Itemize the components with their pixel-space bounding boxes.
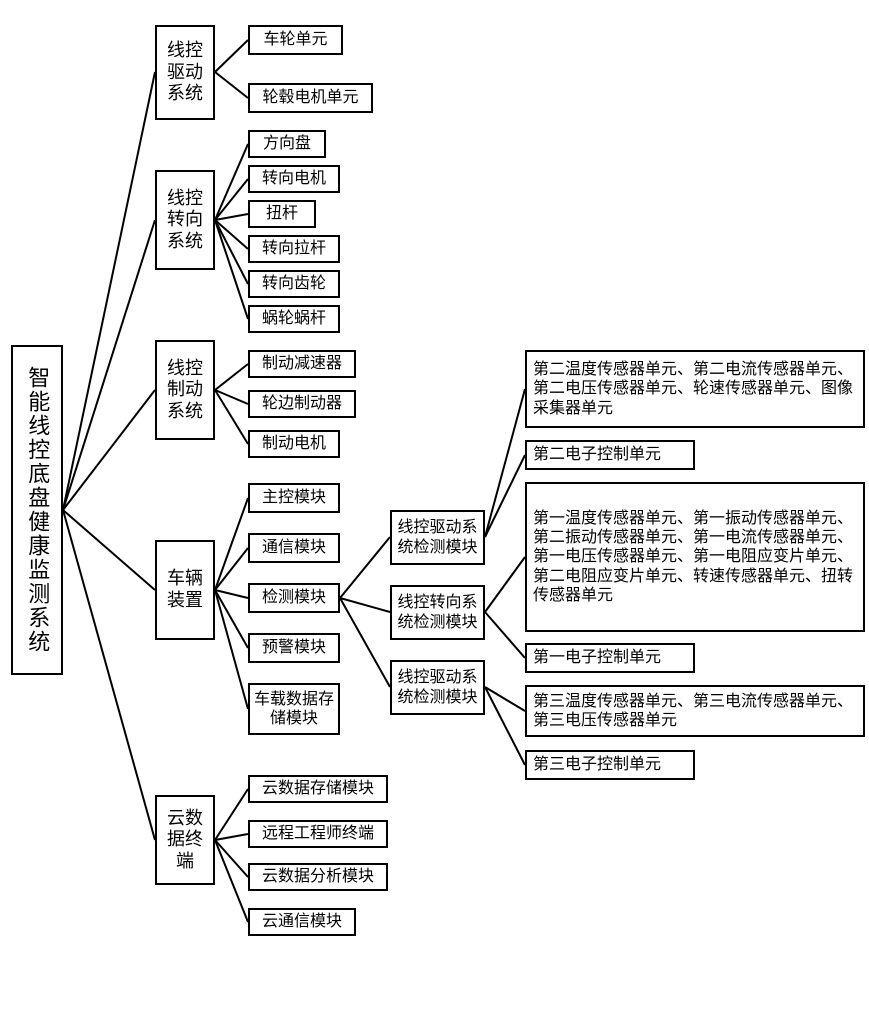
node-label: 转向齿轮 bbox=[262, 274, 326, 293]
detect-steer-leaf-0: 第一温度传感器单元、第一振动传感器单元、第二振动传感器单元、第一电流传感器单元、… bbox=[525, 482, 865, 632]
detect-brake-leaf-1: 第三电子控制单元 bbox=[525, 750, 695, 780]
vehicle-child-3: 预警模块 bbox=[248, 633, 340, 663]
level1-node-drive: 线控驱动系统 bbox=[155, 25, 215, 120]
vehicle-child-0: 主控模块 bbox=[248, 483, 340, 513]
brake-child-1: 轮边制动器 bbox=[248, 390, 356, 418]
node-label: 制动减速器 bbox=[262, 354, 342, 373]
node-label: 第一温度传感器单元、第一振动传感器单元、第二振动传感器单元、第一电流传感器单元、… bbox=[533, 509, 857, 605]
node-label: 扭杆 bbox=[266, 204, 298, 223]
node-label: 智能线控底盘健康监测系统 bbox=[24, 366, 50, 654]
drive-child-1: 轮毂电机单元 bbox=[248, 83, 373, 113]
node-label: 第三温度传感器单元、第三电流传感器单元、第三电压传感器单元 bbox=[533, 692, 857, 730]
node-label: 第二温度传感器单元、第二电流传感器单元、第二电压传感器单元、轮速传感器单元、图像… bbox=[533, 360, 857, 418]
node-label: 云通信模块 bbox=[262, 912, 342, 931]
node-label: 方向盘 bbox=[263, 134, 311, 153]
steer-child-0: 方向盘 bbox=[248, 130, 326, 158]
node-label: 云数据分析模块 bbox=[262, 867, 374, 886]
node-label: 第二电子控制单元 bbox=[533, 445, 661, 464]
detect-module-2: 线控驱动系统检测模块 bbox=[390, 660, 485, 715]
node-label: 车载数据存储模块 bbox=[254, 690, 334, 728]
node-label: 云数据存储模块 bbox=[262, 779, 374, 798]
node-label: 线控转向系统检测模块 bbox=[396, 593, 479, 631]
cloud-child-1: 远程工程师终端 bbox=[248, 820, 388, 848]
node-label: 线控转向系统 bbox=[161, 188, 209, 253]
node-label: 制动电机 bbox=[262, 434, 326, 453]
node-label: 转向拉杆 bbox=[262, 239, 326, 258]
node-label: 轮毂电机单元 bbox=[262, 88, 358, 107]
detect-module-0: 线控驱动系统检测模块 bbox=[390, 510, 485, 565]
node-label: 轮边制动器 bbox=[262, 394, 342, 413]
root-node: 智能线控底盘健康监测系统 bbox=[11, 345, 63, 675]
node-label: 云数据终端 bbox=[161, 808, 209, 873]
node-label: 线控驱动系统检测模块 bbox=[396, 518, 479, 556]
brake-child-0: 制动减速器 bbox=[248, 350, 356, 378]
steer-child-4: 转向齿轮 bbox=[248, 270, 340, 298]
node-label: 主控模块 bbox=[262, 488, 326, 507]
steer-child-3: 转向拉杆 bbox=[248, 235, 340, 263]
node-label: 车轮单元 bbox=[263, 30, 327, 49]
steer-child-1: 转向电机 bbox=[248, 165, 340, 193]
level1-node-brake: 线控制动系统 bbox=[155, 340, 215, 440]
level1-node-steer: 线控转向系统 bbox=[155, 170, 215, 270]
detect-drive-leaf-0: 第二温度传感器单元、第二电流传感器单元、第二电压传感器单元、轮速传感器单元、图像… bbox=[525, 350, 865, 428]
node-label: 检测模块 bbox=[262, 588, 326, 607]
detect-drive-leaf-1: 第二电子控制单元 bbox=[525, 440, 695, 470]
detect-steer-leaf-1: 第一电子控制单元 bbox=[525, 643, 695, 673]
drive-child-0: 车轮单元 bbox=[248, 25, 343, 55]
vehicle-child-4: 车载数据存储模块 bbox=[248, 683, 340, 735]
cloud-child-2: 云数据分析模块 bbox=[248, 863, 388, 891]
cloud-child-0: 云数据存储模块 bbox=[248, 775, 388, 803]
node-label: 第一电子控制单元 bbox=[533, 648, 661, 667]
detect-brake-leaf-0: 第三温度传感器单元、第三电流传感器单元、第三电压传感器单元 bbox=[525, 685, 865, 737]
detect-module-1: 线控转向系统检测模块 bbox=[390, 585, 485, 640]
node-label: 预警模块 bbox=[262, 638, 326, 657]
node-label: 第三电子控制单元 bbox=[533, 755, 661, 774]
node-label: 通信模块 bbox=[262, 538, 326, 557]
cloud-child-3: 云通信模块 bbox=[248, 908, 356, 936]
node-label: 转向电机 bbox=[262, 169, 326, 188]
level1-node-vehicle: 车辆装置 bbox=[155, 540, 215, 640]
steer-child-5: 蜗轮蜗杆 bbox=[248, 305, 340, 333]
vehicle-child-2: 检测模块 bbox=[248, 583, 340, 613]
steer-child-2: 扭杆 bbox=[248, 200, 316, 228]
node-label: 远程工程师终端 bbox=[262, 824, 374, 843]
node-label: 线控驱动系统检测模块 bbox=[396, 668, 479, 706]
vehicle-child-1: 通信模块 bbox=[248, 533, 340, 563]
node-label: 车辆装置 bbox=[161, 568, 209, 611]
node-label: 蜗轮蜗杆 bbox=[262, 309, 326, 328]
node-label: 线控驱动系统 bbox=[161, 40, 209, 105]
node-label: 线控制动系统 bbox=[161, 358, 209, 423]
level1-node-cloud: 云数据终端 bbox=[155, 795, 215, 885]
brake-child-2: 制动电机 bbox=[248, 430, 340, 458]
